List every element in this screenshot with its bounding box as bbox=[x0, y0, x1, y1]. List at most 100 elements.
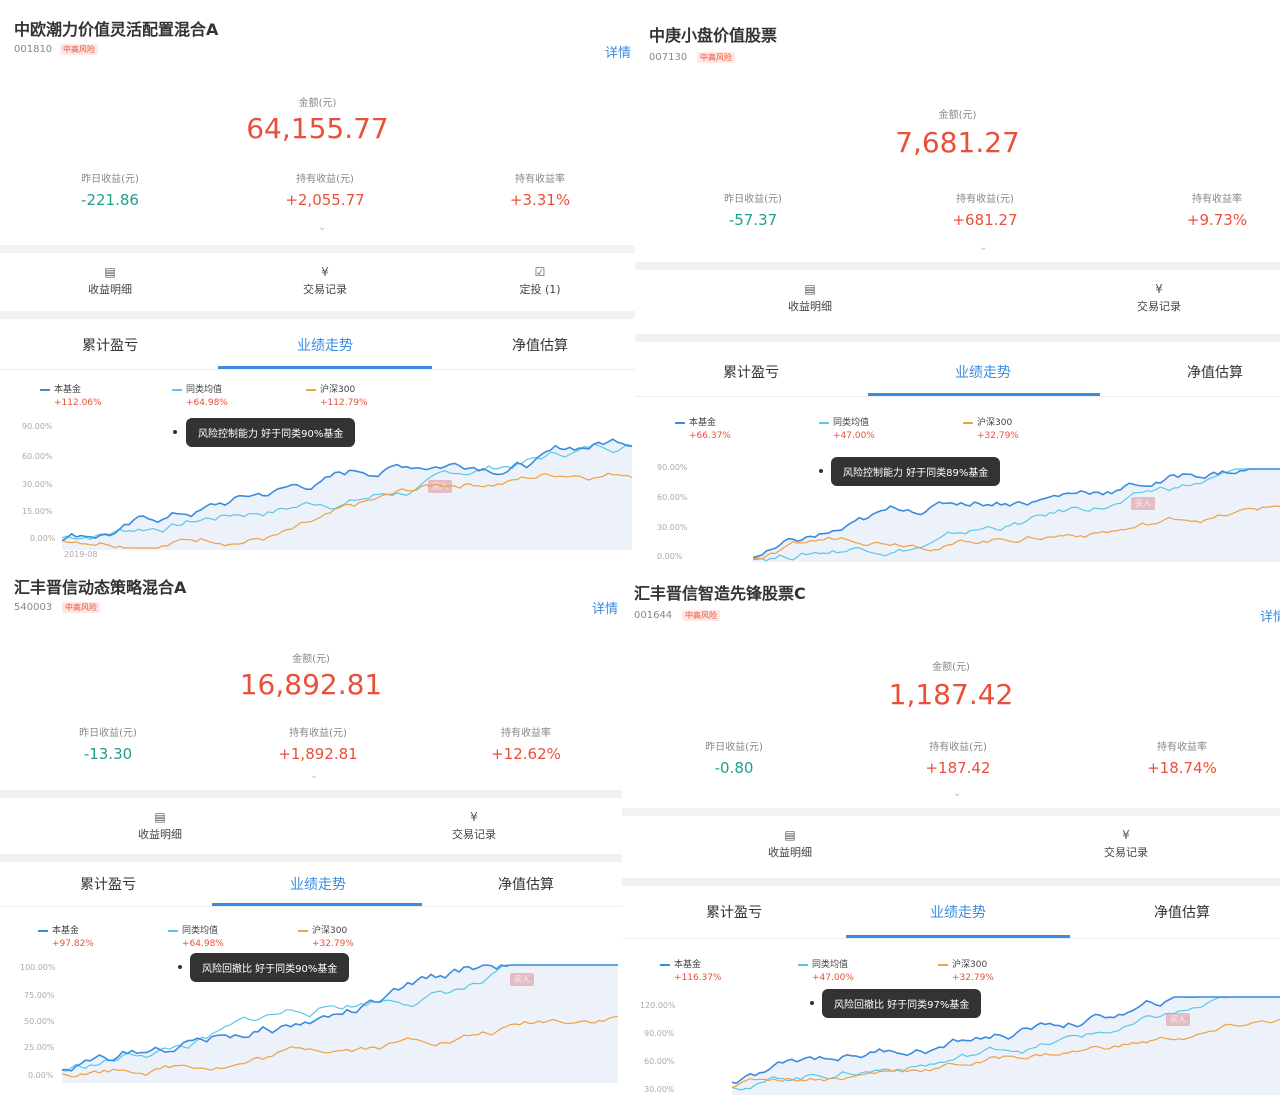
yesterday-profit: 昨日收益(元) -13.30 bbox=[18, 724, 198, 763]
trade-record-button[interactable]: ¥ 交易记录 bbox=[255, 265, 395, 297]
fund-card: 中庚小盘价值股票 007130 中高风险 金额(元) 7,681.27 昨日收益… bbox=[635, 0, 1280, 562]
stat-label: 持有收益率 bbox=[1192, 194, 1242, 205]
y-tick-label: 60.00% bbox=[644, 1057, 675, 1066]
trade-record-button[interactable]: ¥ 交易记录 bbox=[1089, 282, 1229, 314]
stat-value: +9.73% bbox=[1186, 211, 1248, 229]
tab-cumulative-pnl[interactable]: 累计盈亏 bbox=[82, 338, 138, 354]
amount-section: 金额(元) 7,681.27 昨日收益(元) -57.37 持有收益(元) +6… bbox=[635, 74, 1280, 262]
csi300-line bbox=[62, 1015, 618, 1078]
auto-invest-button[interactable]: ☑ 定投 (1) bbox=[470, 265, 610, 297]
chart-tabs: 累计盈亏 业绩走势 净值估算 bbox=[635, 342, 1280, 397]
holding-profit: 持有收益(元) +187.42 bbox=[868, 738, 1048, 777]
risk-badge: 中高风险 bbox=[697, 52, 735, 63]
tab-cumulative-pnl[interactable]: 累计盈亏 bbox=[706, 905, 762, 921]
amount-value: 1,187.42 bbox=[888, 678, 1014, 711]
holding-profit: 持有收益(元) +2,055.77 bbox=[235, 170, 415, 209]
chevron-down-icon[interactable]: ⌄ bbox=[979, 242, 988, 253]
action-label: 收益明细 bbox=[788, 300, 832, 313]
detail-link[interactable]: 详情 bbox=[1259, 610, 1280, 625]
action-label: 交易记录 bbox=[303, 283, 347, 296]
fund-header: 汇丰晋信动态策略混合A 540003 中高风险 详情 bbox=[0, 562, 622, 622]
fund-area-fill bbox=[62, 965, 618, 1083]
stat-label: 昨日收益(元) bbox=[79, 728, 137, 739]
yuan-circle-icon: ¥ bbox=[470, 810, 478, 824]
action-label: 收益明细 bbox=[768, 846, 812, 859]
holding-profit: 持有收益(元) +681.27 bbox=[895, 190, 1075, 229]
fund-area-fill bbox=[62, 439, 632, 550]
detail-link[interactable]: 详情 bbox=[604, 46, 631, 61]
action-label: 交易记录 bbox=[452, 828, 496, 841]
chart-area: 本基金 +97.82% 同类均值 +64.98% 沪深300 +32.79% 风险回撤… bbox=[0, 907, 622, 1097]
amount-section: 金额(元) 64,155.77 昨日收益(元) -221.86 持有收益(元) … bbox=[0, 60, 635, 245]
action-label: 收益明细 bbox=[88, 283, 132, 296]
action-label: 收益明细 bbox=[138, 828, 182, 841]
trade-record-button[interactable]: ¥ 交易记录 bbox=[404, 810, 544, 842]
income-detail-button[interactable]: ▤ 收益明细 bbox=[720, 828, 860, 860]
holding-profit: 持有收益(元) +1,892.81 bbox=[228, 724, 408, 763]
chart-area: 本基金 +112.06% 同类均值 +64.98% 沪深300 +112.79% 风险… bbox=[0, 370, 635, 560]
performance-chart bbox=[62, 964, 618, 1083]
stat-value: -13.30 bbox=[83, 745, 133, 763]
y-tick-label: 100.00% bbox=[20, 963, 56, 972]
peer-avg-line bbox=[732, 996, 1280, 1091]
action-label: 交易记录 bbox=[1104, 846, 1148, 859]
action-bar: ▤ 收益明细 ¥ 交易记录 ☑ 定投 (1) bbox=[0, 253, 635, 311]
legend-fund: 本基金 +112.06% bbox=[40, 382, 102, 408]
tab-performance[interactable]: 业绩走势 bbox=[290, 877, 346, 893]
y-tick-label: 0.00% bbox=[30, 534, 56, 543]
stat-label: 持有收益(元) bbox=[289, 728, 347, 739]
fund-line bbox=[753, 468, 1280, 559]
fund-card: 汇丰晋信智造先锋股票C 001644 中高风险 详情 金额(元) 1,187.4… bbox=[622, 562, 1280, 1098]
chevron-down-icon[interactable]: ⌄ bbox=[953, 788, 962, 799]
fund-card: 中欧潮力价值灵活配置混合A 001810 中高风险 详情 金额(元) 64,15… bbox=[0, 0, 635, 562]
tab-performance[interactable]: 业绩走势 bbox=[930, 905, 986, 921]
action-label: 交易记录 bbox=[1137, 300, 1181, 313]
performance-chart bbox=[62, 438, 632, 550]
yuan-circle-icon: ¥ bbox=[1122, 828, 1130, 842]
stat-value: +3.31% bbox=[509, 191, 571, 209]
fund-name: 汇丰晋信动态策略混合A bbox=[14, 578, 187, 597]
y-tick-label: 0.00% bbox=[28, 1071, 54, 1080]
tab-cumulative-pnl[interactable]: 累计盈亏 bbox=[723, 365, 779, 381]
tab-nav-estimate[interactable]: 净值估算 bbox=[1154, 905, 1210, 921]
fund-area-fill bbox=[732, 997, 1280, 1095]
fund-header: 中庚小盘价值股票 007130 中高风险 bbox=[635, 0, 1280, 74]
check-square-icon: ☑ bbox=[534, 265, 546, 279]
y-tick-label: 90.00% bbox=[644, 1029, 675, 1038]
legend-fund: 本基金 +116.37% bbox=[660, 957, 722, 983]
stat-value: -57.37 bbox=[728, 211, 778, 229]
y-tick-label: 60.00% bbox=[22, 452, 53, 461]
active-tab-underline bbox=[868, 393, 1100, 396]
chart-area: 本基金 +116.37% 同类均值 +47.00% 沪深300 +32.79% 风险回… bbox=[622, 939, 1280, 1098]
y-tick-label: 90.00% bbox=[657, 463, 688, 472]
chevron-down-icon[interactable]: ⌄ bbox=[310, 770, 319, 781]
stat-label: 持有收益(元) bbox=[956, 194, 1014, 205]
fund-area-fill bbox=[753, 469, 1280, 562]
yuan-circle-icon: ¥ bbox=[321, 265, 329, 279]
income-detail-button[interactable]: ▤ 收益明细 bbox=[740, 282, 880, 314]
performance-chart bbox=[732, 996, 1280, 1095]
chart-tabs: 累计盈亏 业绩走势 净值估算 bbox=[622, 886, 1280, 939]
holding-return-rate: 持有收益率 +18.74% bbox=[1092, 738, 1272, 777]
yesterday-profit: 昨日收益(元) -221.86 bbox=[20, 170, 200, 209]
tab-cumulative-pnl[interactable]: 累计盈亏 bbox=[80, 877, 136, 893]
active-tab-underline bbox=[212, 903, 422, 906]
detail-link[interactable]: 详情 bbox=[591, 602, 618, 617]
y-tick-label: 50.00% bbox=[24, 1017, 55, 1026]
tab-nav-estimate[interactable]: 净值估算 bbox=[498, 877, 554, 893]
fund-code: 007130 bbox=[649, 52, 688, 63]
fund-name: 中欧潮力价值灵活配置混合A bbox=[14, 20, 219, 39]
stat-label: 持有收益(元) bbox=[296, 174, 354, 185]
trade-record-button[interactable]: ¥ 交易记录 bbox=[1056, 828, 1196, 860]
legend-peer-avg: 同类均值 +64.98% bbox=[172, 382, 228, 408]
y-tick-label: 0.00% bbox=[657, 552, 683, 561]
income-detail-button[interactable]: ▤ 收益明细 bbox=[90, 810, 230, 842]
stat-label: 昨日收益(元) bbox=[705, 742, 763, 753]
tab-performance[interactable]: 业绩走势 bbox=[955, 365, 1011, 381]
chevron-down-icon[interactable]: ⌄ bbox=[318, 222, 327, 233]
tab-nav-estimate[interactable]: 净值估算 bbox=[1187, 365, 1243, 381]
tab-nav-estimate[interactable]: 净值估算 bbox=[512, 338, 568, 354]
amount-value: 7,681.27 bbox=[895, 126, 1020, 159]
tab-performance[interactable]: 业绩走势 bbox=[297, 338, 353, 354]
income-detail-button[interactable]: ▤ 收益明细 bbox=[40, 265, 180, 297]
